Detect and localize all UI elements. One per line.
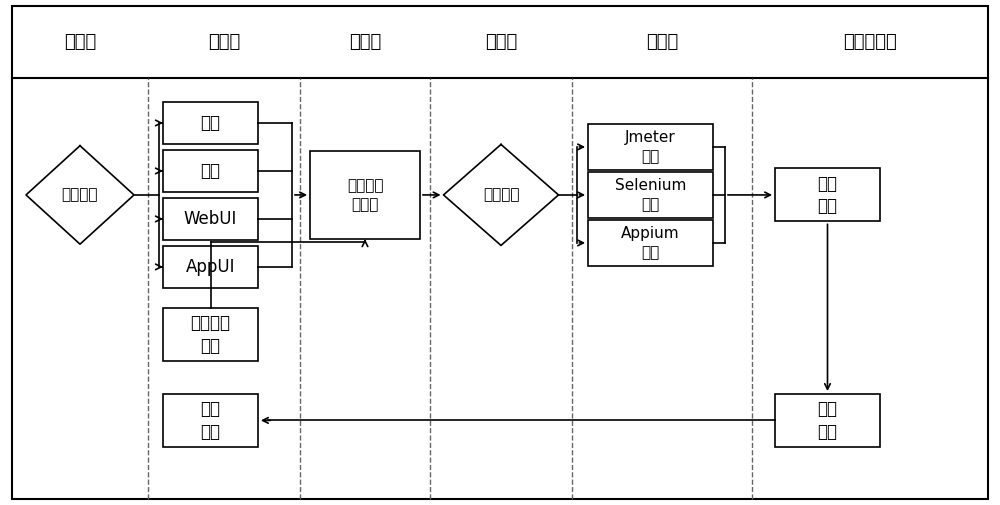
- FancyBboxPatch shape: [12, 6, 988, 499]
- Polygon shape: [444, 144, 558, 245]
- Text: 结果
整理: 结果 整理: [818, 400, 838, 440]
- FancyBboxPatch shape: [310, 150, 420, 239]
- FancyBboxPatch shape: [163, 102, 258, 144]
- Text: 脚本类型: 脚本类型: [62, 187, 98, 203]
- Text: WebUI: WebUI: [184, 210, 237, 228]
- Text: 监控器: 监控器: [646, 33, 678, 51]
- Text: Appium
队列: Appium 队列: [621, 226, 680, 260]
- Text: 结果报告器: 结果报告器: [843, 33, 897, 51]
- Text: 计划器: 计划器: [349, 33, 381, 51]
- Text: 录制器: 录制器: [64, 33, 96, 51]
- FancyBboxPatch shape: [775, 394, 880, 447]
- FancyBboxPatch shape: [588, 172, 713, 218]
- FancyBboxPatch shape: [163, 394, 258, 447]
- Text: 脚本标识: 脚本标识: [483, 187, 519, 203]
- FancyBboxPatch shape: [163, 308, 258, 361]
- FancyBboxPatch shape: [163, 198, 258, 240]
- Text: 接口: 接口: [201, 162, 221, 180]
- Text: 结果
存储: 结果 存储: [201, 400, 221, 440]
- FancyBboxPatch shape: [775, 169, 880, 221]
- FancyBboxPatch shape: [588, 220, 713, 266]
- Text: 派发器: 派发器: [485, 33, 517, 51]
- Text: 结果
收集: 结果 收集: [818, 175, 838, 215]
- FancyBboxPatch shape: [163, 246, 258, 288]
- FancyBboxPatch shape: [163, 150, 258, 192]
- FancyBboxPatch shape: [588, 124, 713, 170]
- Polygon shape: [26, 145, 134, 244]
- Text: Selenium
队列: Selenium 队列: [615, 178, 686, 212]
- Text: 性能: 性能: [201, 114, 221, 132]
- Text: Jmeter
队列: Jmeter 队列: [625, 130, 676, 164]
- Text: 目标脚本
文件: 目标脚本 文件: [191, 315, 231, 355]
- Text: 存储器: 存储器: [208, 33, 240, 51]
- Text: AppUI: AppUI: [186, 258, 235, 276]
- Text: 目标脚本
文件组: 目标脚本 文件组: [347, 178, 383, 212]
